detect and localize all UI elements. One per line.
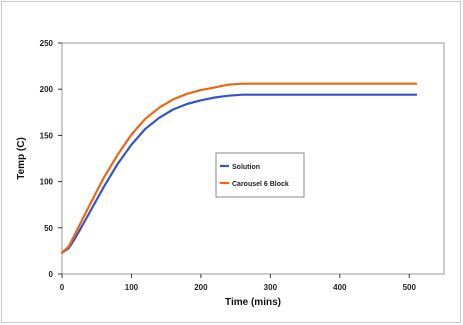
y-tick-label: 200: [40, 85, 54, 94]
y-tick-label: 0: [49, 270, 54, 279]
legend-label-2: Carousel 6 Block: [232, 181, 289, 188]
x-tick-label: 100: [125, 283, 139, 292]
x-axis-title: Time (mins): [225, 297, 281, 308]
legend-label-1: Solution: [232, 164, 260, 171]
x-tick-label: 200: [194, 283, 208, 292]
y-axis-title: Temp (C): [16, 137, 27, 180]
x-tick-label: 400: [333, 283, 347, 292]
x-tick-label: 300: [264, 283, 278, 292]
x-tick-label: 500: [403, 283, 417, 292]
ticks-layer: 0 50 100 150 200 250 0 100 200 300 400 500: [40, 39, 417, 292]
series-line-2: [60, 82, 418, 254]
axes-layer: [61, 42, 445, 275]
series-line-1: [60, 93, 418, 254]
x-tick-label: 0: [60, 283, 65, 292]
legend: Solution Carousel 6 Block: [215, 152, 305, 198]
legend-box: [215, 152, 305, 198]
y-tick-label: 50: [44, 224, 53, 233]
series-layer: [60, 82, 418, 254]
y-tick-label: 250: [40, 39, 54, 48]
y-tick-label: 150: [40, 131, 54, 140]
y-tick-label: 100: [40, 178, 54, 187]
plot-area-border: [61, 42, 445, 275]
